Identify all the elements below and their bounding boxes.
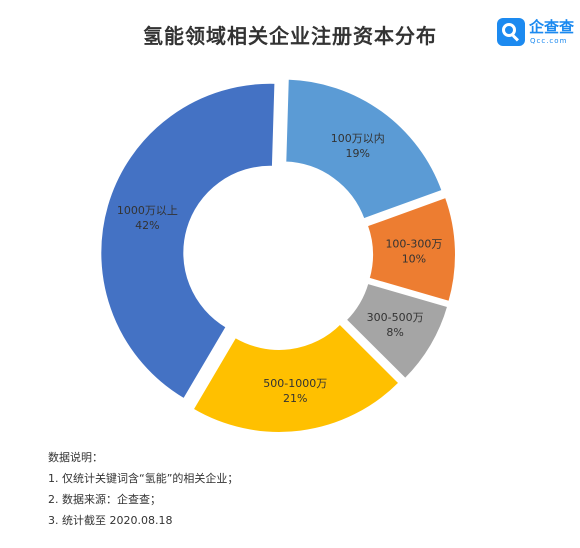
notes-heading: 数据说明：: [48, 451, 103, 464]
magnifier-logo-icon: [497, 18, 525, 46]
slice-value-under-100w: 19%: [346, 147, 370, 160]
slice-100-300w: [365, 195, 457, 304]
slice-value-500-1000w: 21%: [283, 392, 307, 405]
logo-name: 企查查: [529, 18, 575, 36]
slice-label-100-300w: 100-300万: [385, 238, 442, 251]
slice-label-500-1000w: 500-1000万: [263, 377, 327, 390]
slice-label-under-100w: 100万以内: [331, 131, 385, 145]
slice-over-1000w: [99, 81, 277, 401]
notes-item-1: 1. 仅统计关键词含“氢能”的相关企业；: [48, 472, 239, 485]
qcc-logo: 企查查 Qcc.com: [497, 16, 577, 50]
slice-500-1000w: [191, 322, 401, 434]
notes-item-2: 2. 数据来源：企查查；: [48, 493, 161, 506]
notes-item-3: 3. 统计截至 2020.08.18: [48, 514, 173, 527]
slice-value-100-300w: 10%: [402, 253, 426, 266]
slice-label-over-1000w: 1000万以上: [117, 204, 178, 217]
slice-value-300-500w: 8%: [386, 326, 403, 339]
chart-title: 氢能领域相关企业注册资本分布: [143, 24, 437, 48]
slice-300-500w: [344, 281, 450, 381]
data-notes: 数据说明： 1. 仅统计关键词含“氢能”的相关企业； 2. 数据来源：企查查； …: [48, 447, 238, 531]
slice-value-over-1000w: 42%: [135, 219, 159, 232]
slice-under-100w: [284, 77, 444, 221]
logo-subtitle: Qcc.com: [530, 37, 568, 45]
slice-label-300-500w: 300-500万: [367, 311, 424, 324]
